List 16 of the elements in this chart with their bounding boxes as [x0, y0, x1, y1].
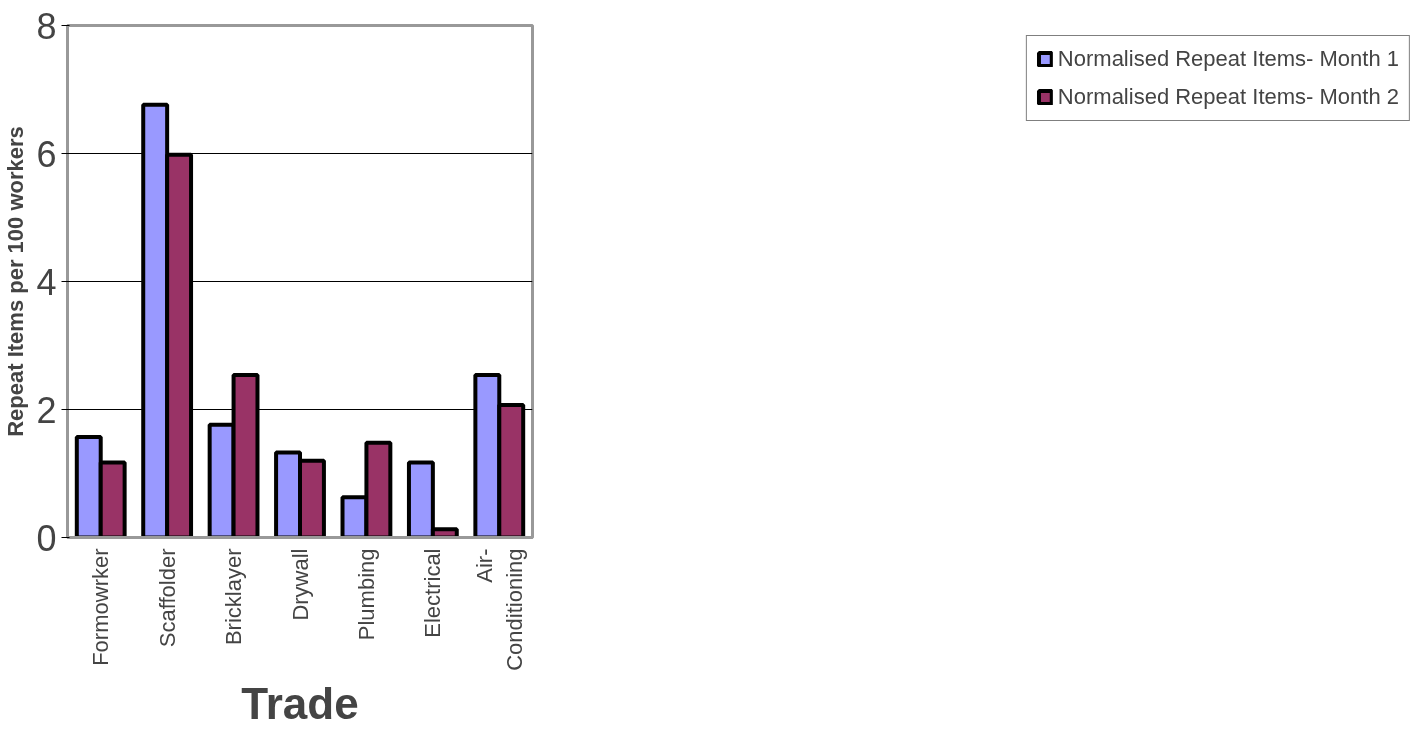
- x-tick-label: Formowrker: [88, 548, 114, 666]
- legend-label: Normalised Repeat Items- Month 1: [1057, 46, 1399, 72]
- y-tick-label: 2: [36, 389, 57, 431]
- x-tick-label: Bricklayer: [221, 548, 247, 646]
- legend-label: Normalised Repeat Items- Month 2: [1057, 84, 1399, 110]
- x-tick-label: Scaffolder: [154, 548, 180, 648]
- y-tick-label: 6: [36, 133, 57, 175]
- x-axis-title: Trade: [241, 678, 359, 728]
- x-tick-label: Electrical: [420, 548, 446, 638]
- y-tick-label: 4: [36, 261, 57, 303]
- y-tick-label: 0: [36, 517, 57, 559]
- x-tick-label: Plumbing: [353, 548, 379, 641]
- y-tick-label: 8: [36, 5, 57, 47]
- x-tick-label: Drywall: [287, 548, 313, 621]
- y-axis-title: Repeat Items per 100 workers: [3, 126, 29, 437]
- x-tick-label: Air-Conditioning: [471, 548, 527, 671]
